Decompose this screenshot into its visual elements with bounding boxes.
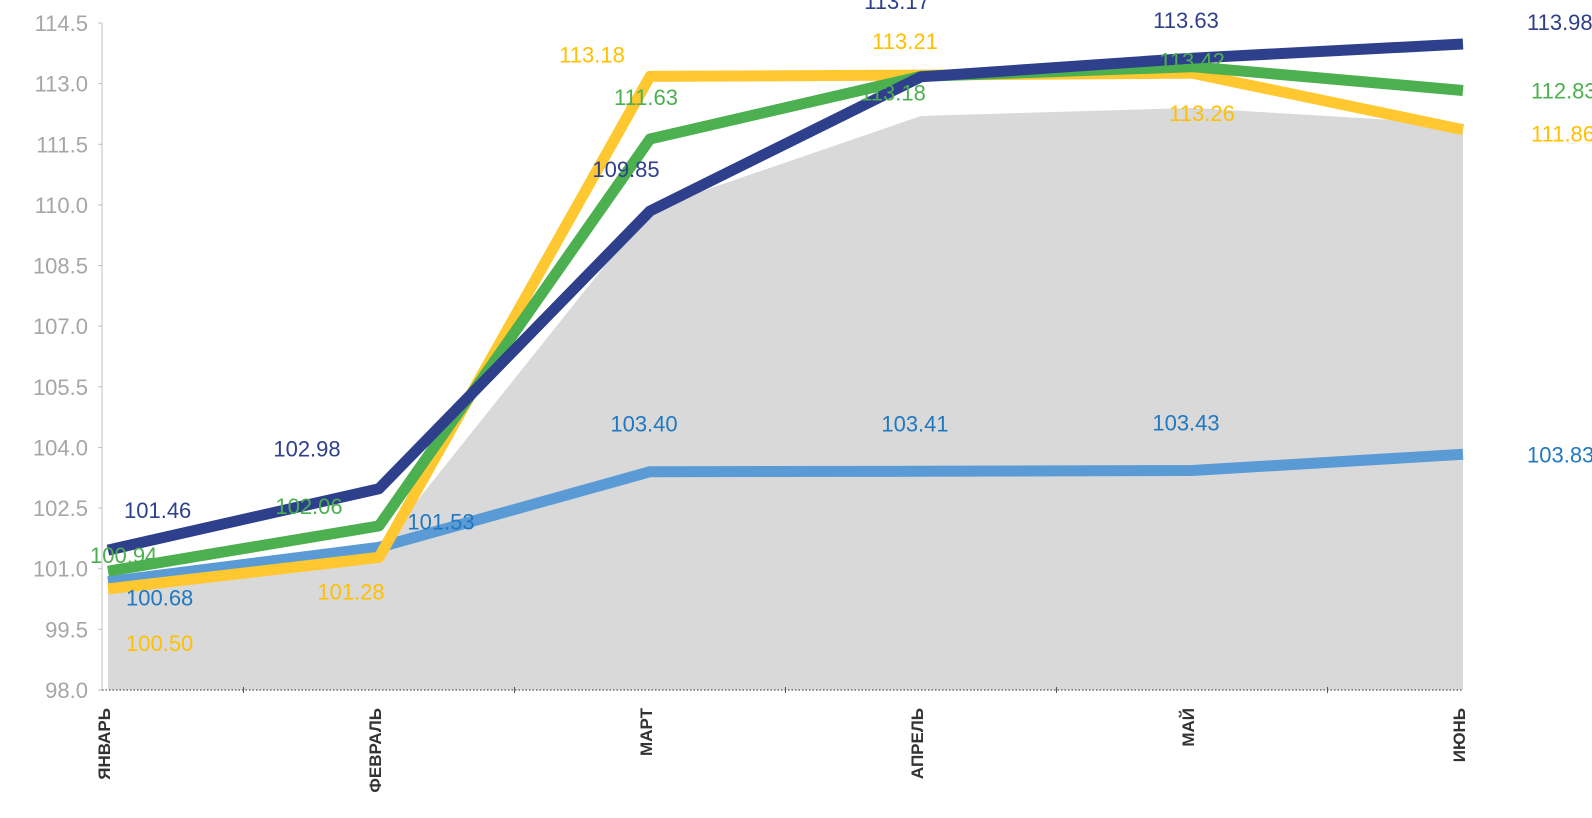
background-area bbox=[108, 107, 1463, 690]
y-tick-label: 99.5 bbox=[45, 617, 88, 642]
y-tick-label: 105.5 bbox=[33, 375, 88, 400]
y-tick-label: 114.5 bbox=[35, 11, 88, 36]
y-tick-label: 111.5 bbox=[36, 132, 88, 157]
data-label: 111.63 bbox=[614, 85, 678, 110]
background-area-layer bbox=[108, 107, 1463, 690]
axes-layer: 98.0 99.5 101.0 102.5 104.0 105.5 107.0 108.5 11… bbox=[33, 11, 1469, 793]
x-tick-label: ИЮНЬ bbox=[1450, 708, 1469, 762]
x-tick-label: АПРЕЛЬ bbox=[908, 708, 927, 779]
data-label: 100.94 bbox=[90, 543, 157, 568]
data-label: 101.46 bbox=[124, 498, 191, 523]
data-label: 113.18 bbox=[559, 42, 625, 67]
data-label: 103.41 bbox=[881, 411, 948, 436]
data-label: 113.42 bbox=[1159, 49, 1225, 74]
series-line-3 bbox=[106, 38, 1464, 556]
data-label: 101.53 bbox=[407, 509, 474, 534]
series-lines-layer bbox=[106, 38, 1465, 595]
x-tick-label: МАЙ bbox=[1179, 708, 1198, 747]
series-line-1 bbox=[107, 67, 1465, 595]
y-tick-label: 101.0 bbox=[33, 557, 88, 582]
data-label: 103.43 bbox=[1152, 410, 1219, 435]
x-tick-label: ФЕВРАЛЬ bbox=[366, 708, 385, 793]
y-tick-label: 104.0 bbox=[33, 435, 88, 460]
data-labels-layer: 100.68 101.53 103.40 103.41 103.43 103.83 100.… bbox=[90, 0, 1592, 656]
y-tick-label: 110.0 bbox=[35, 193, 88, 218]
data-label: 113.63 bbox=[1153, 8, 1219, 33]
data-label: 111.86 bbox=[1531, 122, 1592, 147]
data-label: 112.83 bbox=[1531, 79, 1592, 104]
x-tick-label: ЯНВАРЬ bbox=[95, 708, 114, 780]
y-tick-label: 107.0 bbox=[33, 314, 88, 339]
data-label: 113.17 bbox=[864, 0, 930, 14]
data-label: 103.40 bbox=[610, 412, 677, 437]
y-tick-label: 98.0 bbox=[45, 678, 88, 703]
y-tick-label: 113.0 bbox=[35, 72, 88, 97]
data-label: 113.18 bbox=[860, 80, 926, 105]
data-label: 102.98 bbox=[273, 437, 340, 462]
data-label: 113.21 bbox=[872, 29, 938, 54]
data-label: 103.83 bbox=[1527, 442, 1592, 467]
x-tick-label: МАРТ bbox=[637, 707, 656, 756]
y-tick-label: 102.5 bbox=[33, 496, 88, 521]
data-label: 113.26 bbox=[1169, 101, 1235, 126]
y-tick-label: 108.5 bbox=[33, 254, 88, 279]
data-label: 101.28 bbox=[317, 579, 384, 604]
data-label: 100.50 bbox=[126, 631, 193, 656]
data-label: 102.06 bbox=[275, 494, 342, 519]
data-label: 109.85 bbox=[592, 157, 659, 182]
series-line-0 bbox=[107, 448, 1464, 588]
data-label: 113.98 bbox=[1527, 10, 1592, 35]
data-label: 100.68 bbox=[126, 586, 193, 611]
series-line-2 bbox=[107, 61, 1464, 577]
